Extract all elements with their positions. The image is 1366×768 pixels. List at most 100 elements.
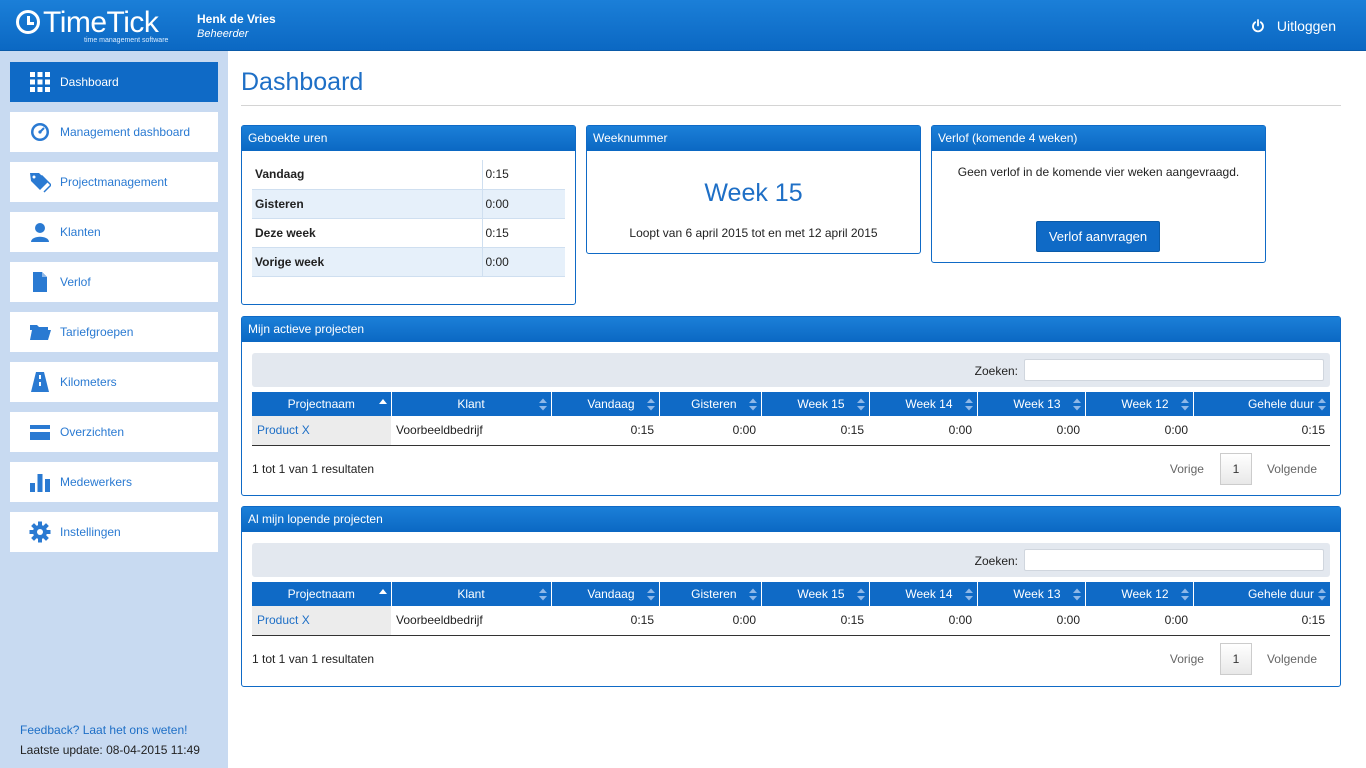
user-name: Henk de Vries [197,12,276,26]
column-header-label: Vandaag [587,587,635,601]
projects-table: Projectnaam Klant Vandaag Gisteren Week 15 We… [252,392,1330,446]
panel-title: Geboekte uren [242,126,575,151]
projects-table: Projectnaam Klant Vandaag Gisteren Week 15 We… [252,582,1330,636]
column-header-label: Week 14 [905,397,953,411]
column-header-gehele-duur[interactable]: Gehele duur [1193,392,1330,416]
column-header-gehele-duur[interactable]: Gehele duur [1193,582,1330,606]
column-header-label: Gisteren [691,587,737,601]
sort-icon [1072,398,1081,411]
sort-icon [964,588,973,601]
pagination-page[interactable]: 1 [1219,453,1252,485]
sidebar-item-verlof[interactable]: Verlof [10,262,218,302]
column-header-label: Week 15 [797,397,845,411]
column-header-vandaag[interactable]: Vandaag [551,582,660,606]
column-header-gisteren[interactable]: Gisteren [659,392,762,416]
request-leave-button[interactable]: Verlof aanvragen [1036,221,1160,252]
result-count: 1 tot 1 van 1 resultaten [252,462,375,476]
sidebar-item-medewerkers[interactable]: Medewerkers [10,462,218,502]
sidebar-item-tariefgroepen[interactable]: Tariefgroepen [10,312,218,352]
column-header-week-13[interactable]: Week 13 [977,582,1086,606]
column-header-label: Klant [457,397,485,411]
search-input[interactable] [1024,549,1324,571]
feedback-link[interactable]: Feedback? Laat het ons weten! [20,723,188,737]
sort-icon [964,398,973,411]
search-label: Zoeken: [974,364,1018,378]
hours-cell-week-15: 0:15 [761,606,869,636]
sort-icon [538,398,547,411]
project-link[interactable]: Product X [252,606,391,636]
logout-button[interactable]: Uitloggen [1251,18,1336,34]
hours-cell-week-12: 0:00 [1085,606,1193,636]
sidebar-item-label: Instellingen [60,525,121,539]
gauge-icon [29,121,51,143]
column-header-klant[interactable]: Klant [391,582,552,606]
column-header-label: Gehele duur [1247,397,1314,411]
user-role: Beheerder [197,28,249,40]
user-info: Henk de Vries Beheerder [197,12,276,40]
sidebar-item-klanten[interactable]: Klanten [10,212,218,252]
pagination: Vorige 1 Volgende [1170,453,1330,485]
column-header-vandaag[interactable]: Vandaag [551,392,660,416]
project-link[interactable]: Product X [252,416,391,446]
pagination-previous[interactable]: Vorige [1169,462,1204,476]
row-label: Vorige week [252,247,483,277]
table-header-row: Projectnaam Klant Vandaag Gisteren Week 15 We… [252,582,1330,606]
sidebar-item-overzichten[interactable]: Overzichten [10,412,218,452]
title-divider [241,105,1341,106]
row-value: 0:00 [482,189,565,219]
column-header-week-14[interactable]: Week 14 [869,582,978,606]
pagination-next[interactable]: Volgende [1266,462,1317,476]
sidebar-item-management-dashboard[interactable]: Management dashboard [10,112,218,152]
card-icon [29,421,51,443]
sidebar-item-label: Verlof [60,275,91,289]
sort-icon [646,398,655,411]
table-row: Vandaag 0:15 [252,160,565,190]
pagination-page[interactable]: 1 [1219,643,1252,675]
booked-hours-table: Vandaag 0:15 Gisteren 0:00 Deze week 0:1… [252,160,565,277]
sort-icon [748,588,757,601]
column-header-label: Week 14 [905,587,953,601]
column-header-week-12[interactable]: Week 12 [1085,392,1194,416]
pagination-previous[interactable]: Vorige [1169,652,1204,666]
hours-cell-vandaag: 0:15 [551,416,659,446]
search-input[interactable] [1024,359,1324,381]
search-label: Zoeken: [974,554,1018,568]
column-header-label: Gehele duur [1247,587,1314,601]
logo-text: TimeTick [43,6,159,39]
hours-cell-week-13: 0:00 [977,416,1085,446]
hours-cell-gisteren: 0:00 [659,606,761,636]
column-header-week-14[interactable]: Week 14 [869,392,978,416]
row-label: Deze week [252,218,483,248]
last-update: Laatste update: 08-04-2015 11:49 [20,743,200,757]
hours-cell-gisteren: 0:00 [659,416,761,446]
column-header-label: Week 12 [1121,397,1169,411]
sidebar-item-label: Overzichten [60,425,125,439]
sidebar-item-dashboard[interactable]: Dashboard [10,62,218,102]
sidebar-item-projectmanagement[interactable]: Projectmanagement [10,162,218,202]
column-header-week-12[interactable]: Week 12 [1085,582,1194,606]
sort-icon [856,398,865,411]
column-header-week-13[interactable]: Week 13 [977,392,1086,416]
column-header-week-15[interactable]: Week 15 [761,392,870,416]
document-icon [29,271,51,293]
sidebar-item-instellingen[interactable]: Instellingen [10,512,218,552]
timetick-logo[interactable]: TimeTick time management software [16,6,176,46]
page-title: Dashboard [241,68,364,96]
pagination-next[interactable]: Volgende [1266,652,1317,666]
column-header-gisteren[interactable]: Gisteren [659,582,762,606]
column-header-label: Gisteren [691,397,737,411]
sort-icon [1180,398,1189,411]
hours-cell-gehele-duur: 0:15 [1193,606,1330,636]
row-label: Vandaag [252,160,483,190]
table-header-row: Projectnaam Klant Vandaag Gisteren Week 15 We… [252,392,1330,416]
column-header-projectnaam[interactable]: Projectnaam [252,392,392,416]
week-range: Loopt van 6 april 2015 tot en met 12 apr… [629,226,878,240]
column-header-klant[interactable]: Klant [391,392,552,416]
column-header-week-15[interactable]: Week 15 [761,582,870,606]
hours-cell-week-14: 0:00 [869,416,977,446]
logo-subtitle: time management software [84,37,169,44]
top-bar: TimeTick time management software Henk d… [0,0,1366,51]
sidebar-item-kilometers[interactable]: Kilometers [10,362,218,402]
column-header-projectnaam[interactable]: Projectnaam [252,582,392,606]
table-row: Product X Voorbeeldbedrijf 0:15 0:00 0:15 0:0… [252,416,1330,446]
